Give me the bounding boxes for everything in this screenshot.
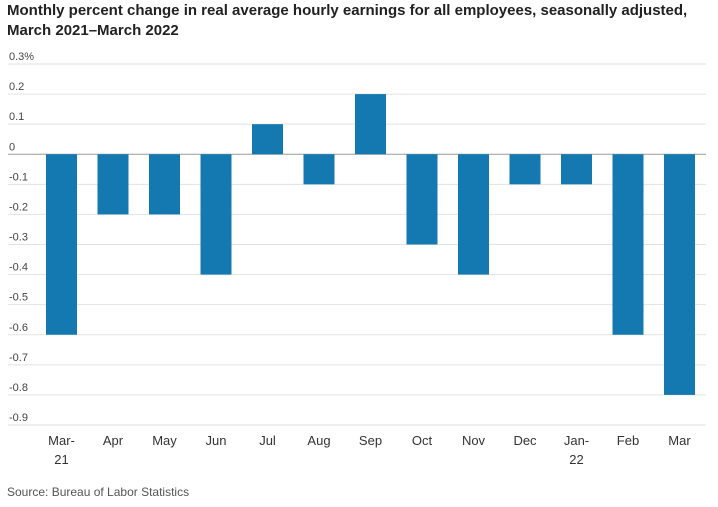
x-tick-label: May — [152, 433, 177, 448]
x-tick-label: Mar- — [48, 433, 75, 448]
y-tick-label: 0.2 — [9, 81, 24, 93]
bar — [612, 154, 644, 335]
bar — [664, 154, 695, 395]
y-tick-label: -0.5 — [9, 292, 28, 304]
bar — [149, 154, 180, 215]
y-tick-label: -0.9 — [9, 412, 28, 424]
x-tick-label: Dec — [513, 433, 537, 448]
y-tick-label: -0.1 — [9, 171, 28, 183]
y-tick-label: -0.4 — [9, 262, 28, 274]
bar — [46, 154, 77, 335]
x-tick-label: Nov — [462, 433, 486, 448]
x-tick-label: Mar — [668, 433, 691, 448]
y-tick-label: -0.8 — [9, 382, 28, 394]
y-tick-label: 0.1 — [9, 111, 24, 123]
y-tick-label: 0 — [9, 141, 15, 153]
y-tick-label: -0.3 — [9, 232, 28, 244]
bar — [200, 154, 232, 275]
bar — [458, 154, 489, 275]
x-tick-label: Sep — [359, 433, 382, 448]
x-tick-label: Jul — [259, 433, 276, 448]
x-tick-label: Feb — [617, 433, 639, 448]
bar — [303, 154, 335, 185]
bar — [509, 154, 541, 185]
x-tick-label: 21 — [54, 452, 68, 467]
y-tick-label: -0.2 — [9, 201, 28, 213]
x-tick-label: 22 — [569, 452, 583, 467]
bar — [252, 124, 283, 155]
y-tick-label: -0.7 — [9, 352, 28, 364]
bar — [355, 94, 386, 155]
x-tick-label: Jun — [206, 433, 227, 448]
y-tick-label: 0.3% — [9, 51, 34, 63]
x-tick-label: Oct — [412, 433, 433, 448]
bar — [97, 154, 129, 215]
x-tick-label: Jan- — [564, 433, 589, 448]
bar — [561, 154, 592, 185]
chart-title: Monthly percent change in real average h… — [7, 2, 688, 39]
x-tick-label: Aug — [307, 433, 330, 448]
x-tick-label: Apr — [103, 433, 124, 448]
y-tick-label: -0.6 — [9, 322, 28, 334]
bar — [406, 154, 438, 245]
source-note: Source: Bureau of Labor Statistics — [7, 485, 190, 499]
